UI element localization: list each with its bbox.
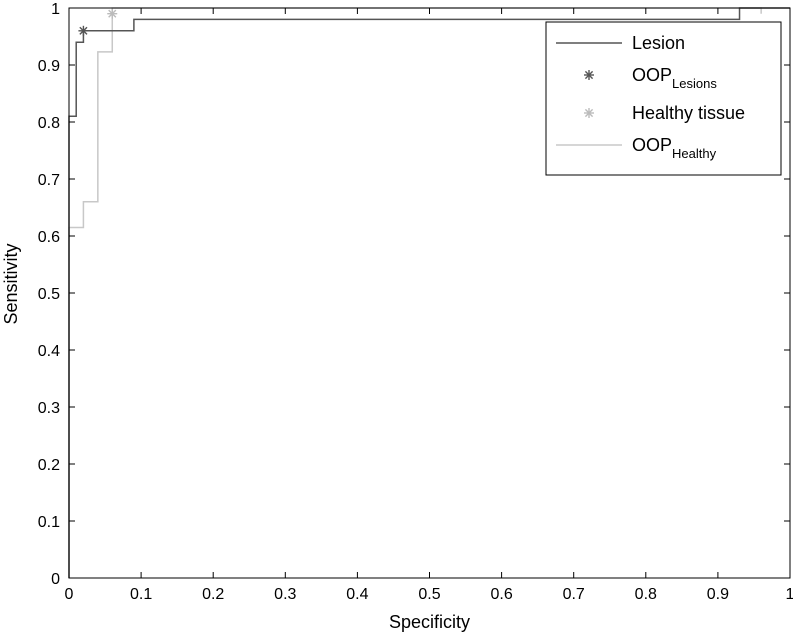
ticks-layer: 0 0.1 0.2 0.3 0.4 0.5 0.6 0.7 0.8 0.9 1 0 0.1 0.2 0.3 0…	[38, 1, 793, 603]
plot-frame	[68, 7, 791, 579]
y-tick-label: 0	[51, 571, 60, 588]
legend-swatch-marker	[584, 108, 594, 118]
legend-label: Lesion	[632, 33, 685, 53]
x-tick-label: 0.5	[418, 586, 440, 603]
legend-label: OOPHealthy	[632, 135, 717, 161]
legend: Lesion OOPLesions Healthy tissue OOPHealthy	[545, 21, 782, 176]
x-tick-label: 0.3	[274, 586, 296, 603]
series-marker-2	[107, 8, 118, 19]
y-tick-label: 0.2	[38, 457, 60, 474]
x-tick-label: 0.4	[346, 586, 368, 603]
y-tick-label: 0.1	[38, 514, 60, 531]
legend-swatch-marker	[584, 70, 594, 80]
x-tick-label: 0.2	[202, 586, 224, 603]
y-tick-label: 0.5	[38, 286, 60, 303]
x-tick-label: 0.8	[635, 586, 657, 603]
legend-label: OOPLesions	[632, 65, 717, 91]
y-tick-label: 0.7	[38, 172, 60, 189]
y-tick-label: 0.4	[38, 343, 60, 360]
x-tick-label: 0.9	[707, 586, 729, 603]
x-tick-label: 0.6	[490, 586, 512, 603]
y-tick-label: 0.3	[38, 400, 60, 417]
x-axis-title: Specificity	[389, 612, 470, 632]
x-tick-label: 0.1	[130, 586, 152, 603]
x-tick-label: 0	[65, 586, 74, 603]
y-tick-label: 0.8	[38, 115, 60, 132]
series-marker-1	[78, 25, 89, 36]
y-axis-title: Sensitivity	[1, 243, 21, 324]
y-tick-label: 0.9	[38, 58, 60, 75]
legend-label: Healthy tissue	[632, 103, 745, 123]
y-tick-label: 1	[51, 1, 60, 18]
x-tick-label: 0.7	[563, 586, 585, 603]
x-tick-label: 1	[786, 586, 793, 603]
legend-box	[545, 21, 782, 176]
y-tick-label: 0.6	[38, 229, 60, 246]
